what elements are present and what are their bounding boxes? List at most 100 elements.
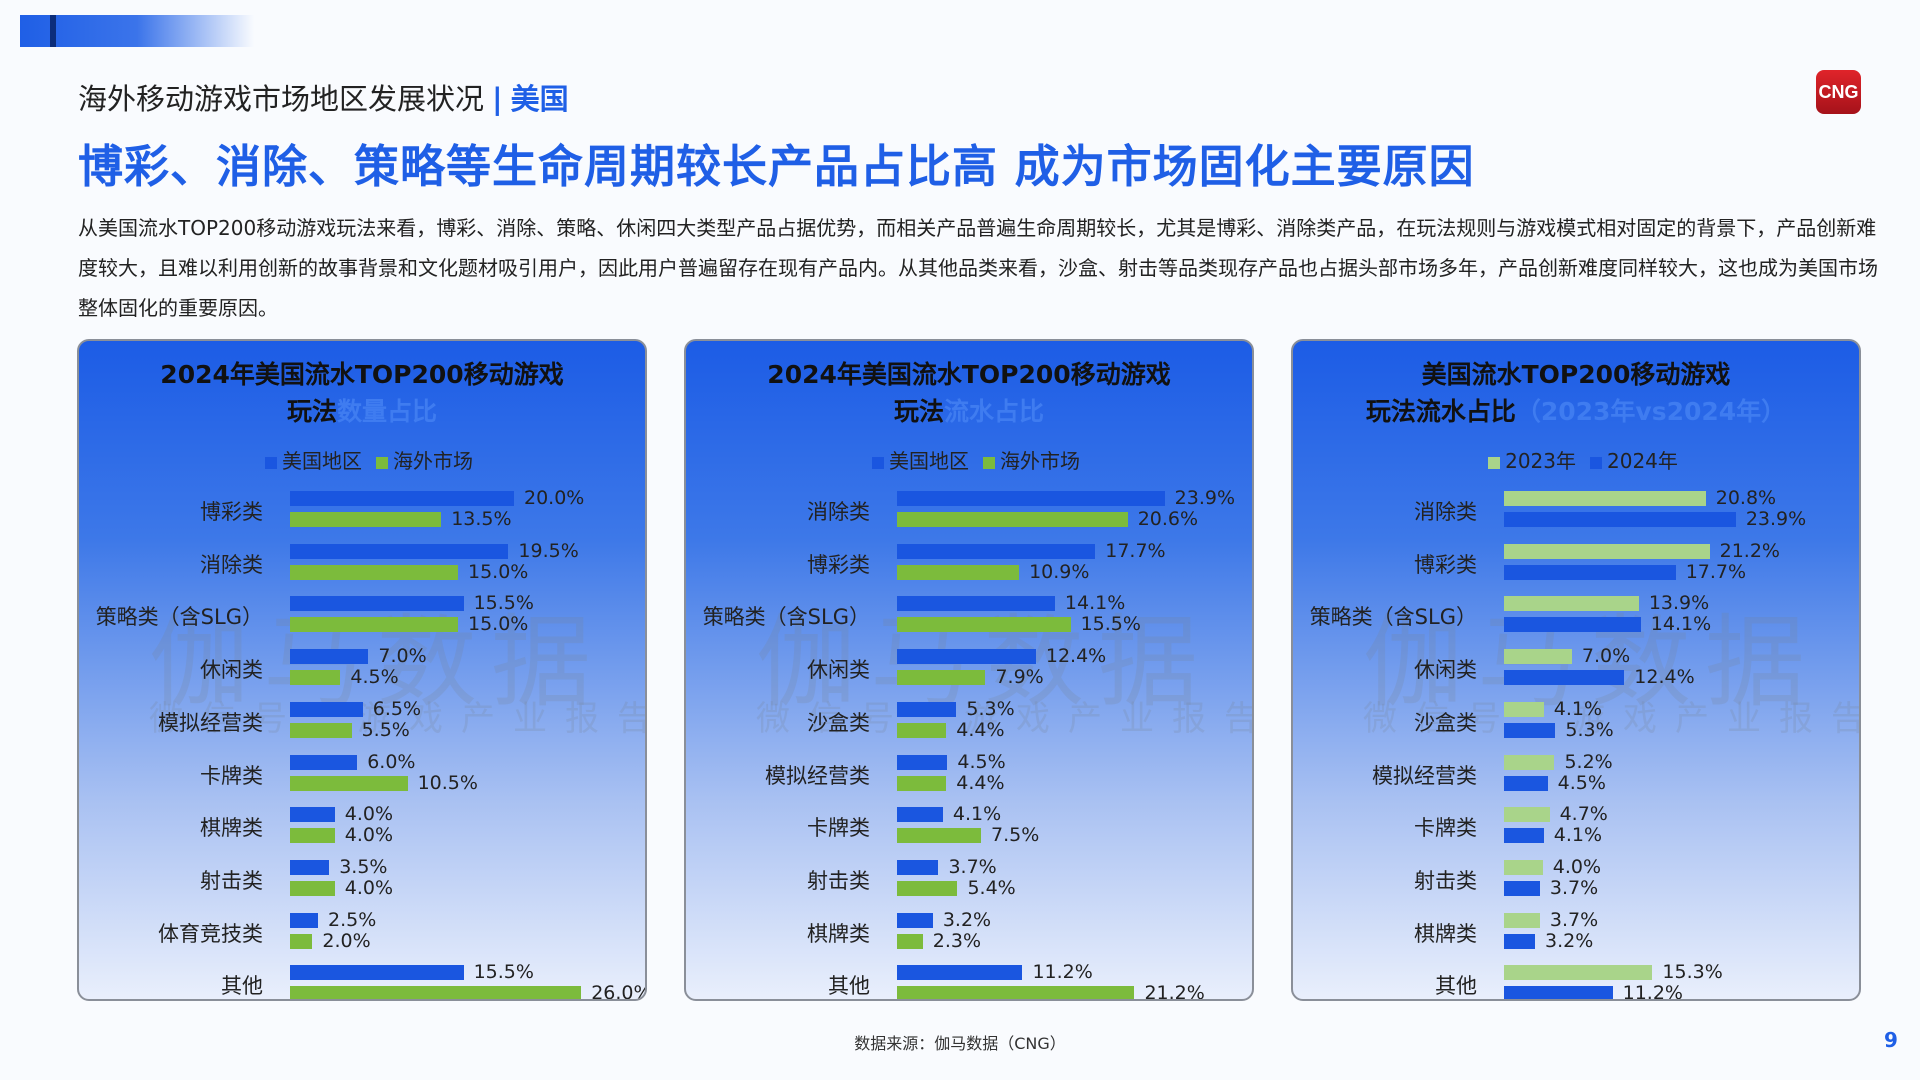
bar-海外市场: [897, 722, 947, 738]
bar-美国地区: [290, 807, 335, 823]
value-label: 7.9%: [995, 666, 1044, 689]
bar-美国地区: [290, 649, 369, 665]
title-text: 玩法流水占比: [1365, 397, 1516, 426]
legend-swatch: [265, 456, 277, 469]
bar-2023年: [1504, 491, 1706, 506]
title-highlight: 数量占比: [337, 397, 438, 426]
bar-海外市场: [897, 986, 1135, 999]
category-label: 棋牌类: [807, 921, 870, 946]
value-label: 3.2%: [1545, 929, 1594, 952]
bar-美国地区: [290, 543, 509, 559]
bar-2024年: [1504, 986, 1613, 999]
value-label: 3.7%: [1549, 876, 1599, 899]
chart-panel-count-share: 伽马数据 微信号：游戏产业报告 2024年美国流水TOP200移动游戏 玩法数量占比美…: [77, 339, 647, 1001]
value-label: 5.4%: [967, 876, 1016, 899]
category-label: 休闲类: [200, 658, 263, 683]
body-paragraph: 从美国流水TOP200移动游戏玩法来看，博彩、消除、策略、休闲四大类型产品占据优…: [78, 216, 1878, 320]
category-label: 策略类（含SLG）: [1309, 605, 1477, 630]
legend-label: 2024年: [1607, 449, 1678, 473]
value-label: 2.0%: [322, 929, 371, 952]
bar-2024年: [1504, 933, 1536, 949]
value-label: 5.5%: [361, 718, 410, 741]
category-label: 棋牌类: [1414, 921, 1477, 946]
bar-2024年: [1504, 775, 1548, 791]
value-label: 11.2%: [1032, 961, 1093, 984]
bar-海外市场: [290, 933, 313, 949]
chart-title-line1: 2024年美国流水TOP200移动游戏: [160, 360, 564, 389]
bar-2023年: [1504, 807, 1550, 823]
bar-2024年: [1504, 880, 1540, 896]
value-label: 4.5%: [957, 750, 1006, 773]
bar-海外市场: [897, 512, 1128, 527]
value-label: 3.2%: [942, 908, 992, 931]
value-label: 2.5%: [328, 908, 377, 931]
chart-title-line2: 玩法数量占比: [79, 392, 645, 428]
value-label: 4.5%: [350, 666, 399, 689]
bar-美国地区: [290, 754, 358, 770]
page-title: 博彩、消除、策略等生命周期较长产品占比高 成为市场固化主要原因: [78, 140, 1475, 193]
bar-2023年: [1504, 912, 1540, 928]
value-label: 15.5%: [473, 961, 534, 984]
bar-海外市场: [290, 828, 335, 844]
bar-海外市场: [290, 564, 458, 580]
legend: 美国地区 海外市场: [79, 445, 645, 474]
value-label: 4.4%: [956, 718, 1005, 741]
value-label: 4.0%: [344, 803, 394, 826]
value-label: 3.7%: [1549, 908, 1599, 931]
category-label: 博彩类: [200, 500, 263, 524]
value-label: 2.3%: [932, 929, 982, 952]
category-label: 沙盒类: [1414, 710, 1477, 735]
category-label: 模拟经营类: [765, 763, 870, 788]
bar-美国地区: [290, 965, 464, 981]
accent-tick: [50, 15, 56, 47]
value-label: 23.9%: [1174, 487, 1236, 509]
region-name: 美国: [510, 82, 569, 116]
bar-海外市场: [290, 986, 582, 999]
chart-title-line1: 2024年美国流水TOP200移动游戏: [767, 360, 1171, 389]
bar-美国地区: [897, 701, 957, 717]
value-label: 6.5%: [372, 697, 422, 720]
separator: |: [492, 82, 503, 116]
value-label: 4.1%: [952, 803, 1002, 826]
value-label: 20.8%: [1715, 487, 1777, 509]
bar-海外市场: [290, 880, 335, 896]
bar-2023年: [1504, 596, 1639, 612]
legend-swatch: [1488, 456, 1501, 469]
bar-美国地区: [897, 491, 1165, 506]
legend: 2023年 2024年: [1293, 445, 1859, 474]
watermark-sub: 微信号：游戏产业报告: [756, 699, 1254, 739]
legend-swatch: [872, 456, 884, 469]
value-label: 21.2%: [1719, 539, 1780, 562]
title-highlight: 流水占比: [944, 397, 1045, 426]
bar-美国地区: [897, 649, 1036, 665]
category-label: 卡牌类: [807, 816, 870, 841]
value-label: 3.5%: [339, 855, 388, 878]
legend: 美国地区 海外市场: [686, 445, 1252, 474]
chart-title-line2: 玩法流水占比（2023年vs2024年）: [1293, 392, 1859, 428]
value-label: 7.0%: [378, 645, 427, 668]
value-label: 17.7%: [1105, 539, 1166, 562]
bar-美国地区: [897, 754, 948, 770]
value-label: 14.1%: [1064, 592, 1126, 615]
value-label: 12.4%: [1045, 645, 1107, 668]
bar-美国地区: [897, 965, 1023, 981]
value-label: 3.7%: [948, 855, 997, 878]
value-label: 4.1%: [1553, 697, 1603, 720]
bar-2023年: [1504, 754, 1555, 770]
legend-label: 2023年: [1505, 449, 1576, 473]
category-label: 沙盒类: [807, 710, 870, 735]
legend-label: 美国地区: [889, 449, 969, 473]
value-label: 26.0%: [591, 982, 647, 1001]
category-label: 消除类: [200, 552, 263, 577]
bar-美国地区: [290, 491, 514, 506]
legend-label: 海外市场: [393, 449, 473, 473]
value-label: 15.5%: [1080, 613, 1141, 636]
header-accent-bar: [20, 15, 254, 47]
bar-海外市场: [290, 775, 408, 791]
data-source: 数据来源：伽马数据（CNG）: [854, 1034, 1066, 1053]
category-label: 射击类: [1414, 868, 1477, 893]
category-label: 消除类: [807, 500, 870, 524]
value-label: 13.9%: [1648, 592, 1710, 615]
watermark-sub: 微信号：游戏产业报告: [1363, 699, 1861, 739]
bar-美国地区: [897, 596, 1055, 612]
